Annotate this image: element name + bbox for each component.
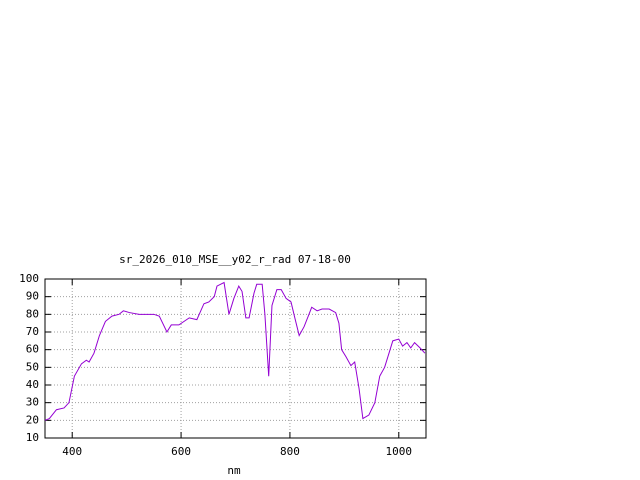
- x-tick-label: 600: [171, 445, 191, 458]
- y-tick-label: 50: [26, 360, 39, 373]
- data-line: [44, 281, 426, 421]
- x-tick-label: 800: [280, 445, 300, 458]
- x-axis-label: nm: [227, 464, 241, 477]
- y-tick-label: 20: [26, 413, 39, 426]
- y-tick-label: 100: [19, 272, 39, 285]
- y-tick-label: 40: [26, 378, 39, 391]
- x-tick-label: 400: [62, 445, 82, 458]
- y-tick-label: 60: [26, 343, 39, 356]
- plot-border: [44, 278, 427, 439]
- y-tick-label: 80: [26, 307, 39, 320]
- y-tick-label: 70: [26, 325, 39, 338]
- chart-title: sr_2026_010_MSE__y02_r_rad 07-18-00: [119, 253, 351, 266]
- x-tick-label: 1000: [386, 445, 413, 458]
- y-tick-label: 10: [26, 431, 39, 444]
- y-tick-label: 30: [26, 396, 39, 409]
- y-tick-label: 90: [26, 290, 39, 303]
